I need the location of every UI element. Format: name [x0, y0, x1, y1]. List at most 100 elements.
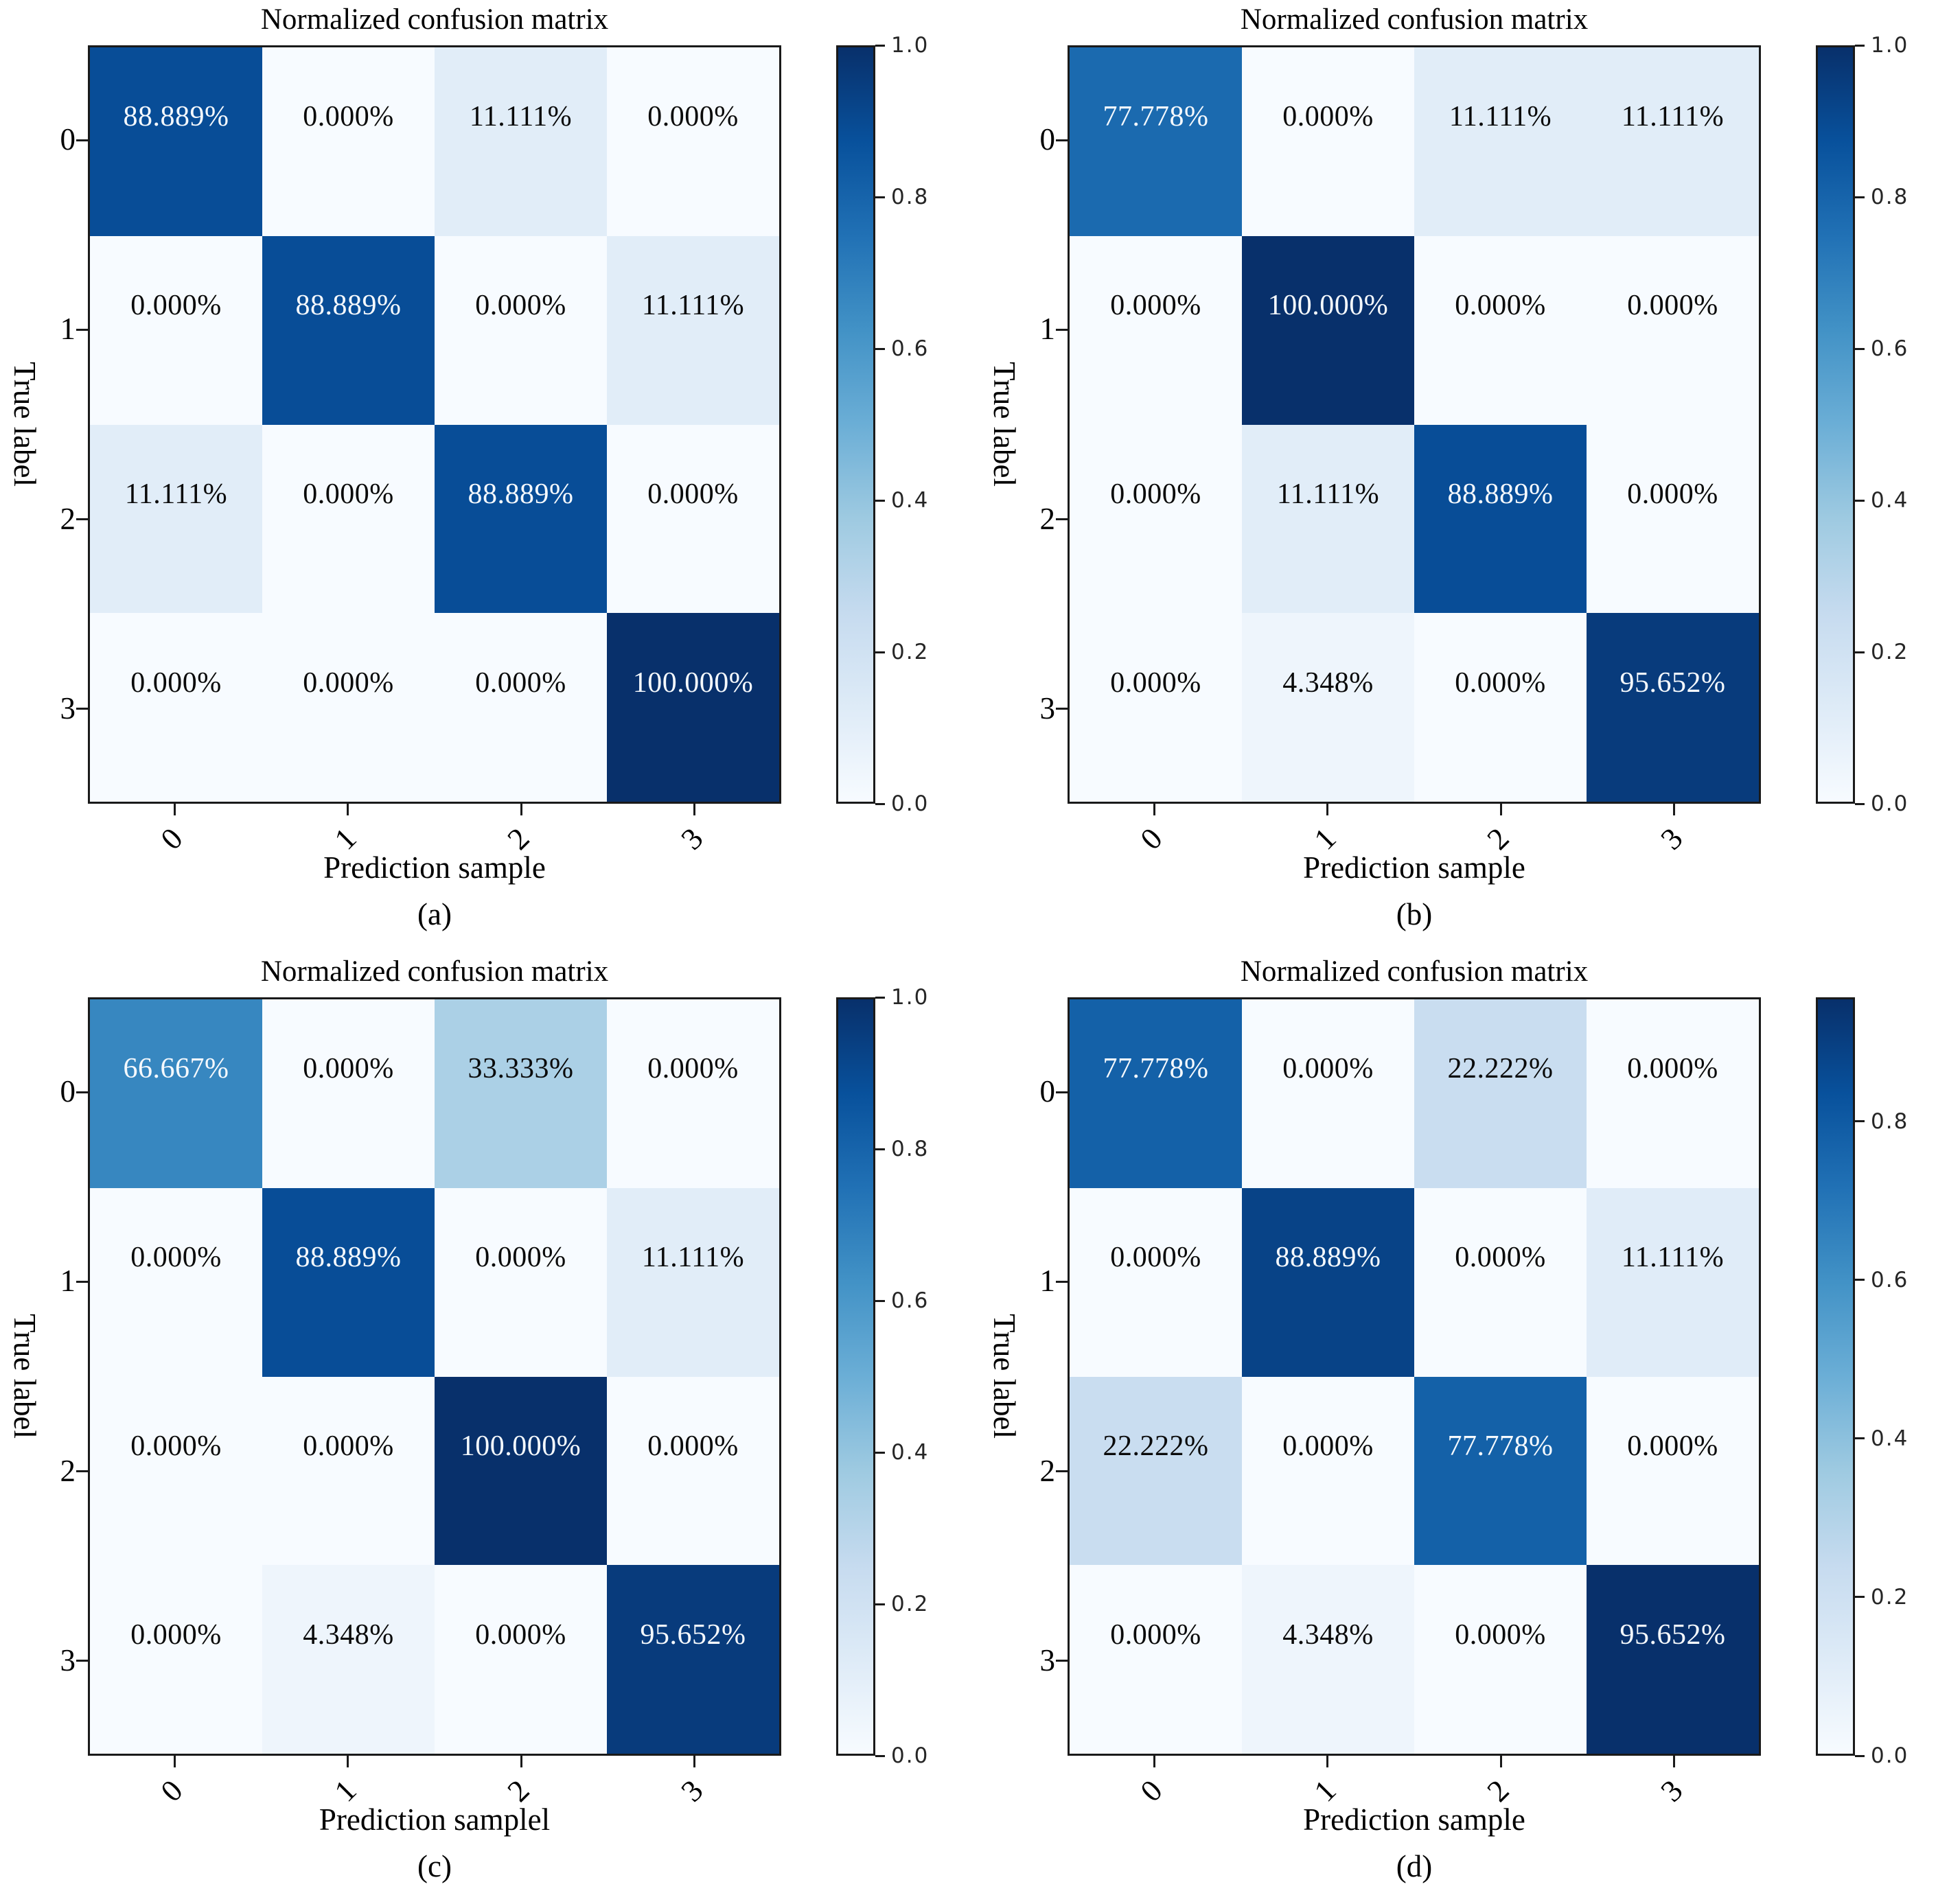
cell-value: 88.889%	[1447, 478, 1554, 510]
matrix-cell: 100.000%	[435, 1376, 607, 1566]
colorbar-tick-mark	[875, 1754, 885, 1757]
heatmap-cells: 88.889% 0.000% 11.111% 0.000% 0.000% 88.889% 0…	[90, 47, 779, 802]
colorbar-tick-label: 1.0	[891, 985, 930, 1010]
cell-value: 0.000%	[1455, 290, 1546, 322]
confusion-matrix-panel-b: Normalized confusion matrix True label 7…	[980, 0, 1960, 952]
matrix-cell: 77.778%	[1070, 47, 1242, 236]
cell-value: 0.000%	[1627, 1430, 1718, 1462]
cell-value: 0.000%	[1455, 666, 1546, 699]
y-tick-label: 3	[60, 1642, 76, 1677]
x-tick-mark	[520, 804, 522, 815]
cell-value: 0.000%	[1110, 1242, 1201, 1274]
cell-value: 88.889%	[468, 478, 574, 510]
cell-value: 11.111%	[641, 290, 745, 322]
matrix-cell: 77.778%	[1414, 1376, 1587, 1566]
cell-value: 0.000%	[1282, 1430, 1374, 1462]
colorbar-tick-label: 0.8	[891, 185, 930, 209]
colorbar-tick-label: 0.2	[1871, 640, 1909, 664]
matrix-cell: 0.000%	[90, 613, 262, 802]
x-tick-mark	[1153, 1756, 1155, 1767]
matrix-cell: 0.000%	[262, 1376, 435, 1566]
colorbar-tick-mark	[1855, 44, 1865, 47]
x-axis-label: Prediction sample	[323, 850, 546, 885]
cell-value: 0.000%	[303, 1053, 394, 1085]
matrix-cell: 0.000%	[1242, 1376, 1414, 1566]
cell-value: 0.000%	[1110, 290, 1201, 322]
matrix-cell: 0.000%	[1070, 424, 1242, 614]
cell-value: 0.000%	[647, 101, 739, 133]
y-tick-label: 2	[1039, 501, 1056, 536]
cell-value: 11.111%	[641, 1242, 745, 1274]
y-tick-label: 3	[60, 690, 76, 725]
cell-value: 0.000%	[303, 666, 394, 699]
cell-value: 4.348%	[1282, 1618, 1374, 1651]
y-tick-mark	[1056, 139, 1068, 141]
matrix-cell: 0.000%	[1070, 1187, 1242, 1377]
matrix-cell: 95.652%	[1587, 1565, 1759, 1754]
colorbar-tick-mark	[1855, 499, 1865, 502]
x-tick-mark	[347, 804, 349, 815]
colorbar-tick-mark	[875, 1451, 885, 1454]
matrix-cell: 0.000%	[90, 235, 262, 425]
x-tick-mark	[1326, 804, 1329, 815]
matrix-cell: 77.778%	[1070, 999, 1242, 1188]
colorbar-tick-label: 0.0	[1871, 791, 1909, 816]
y-tick-label: 3	[1039, 690, 1056, 725]
y-tick-mark	[1056, 1091, 1068, 1093]
matrix-cell: 4.348%	[1242, 613, 1414, 802]
cell-value: 11.111%	[1621, 1242, 1725, 1274]
y-tick-label: 1	[1039, 1264, 1056, 1299]
y-tick-label: 0	[60, 122, 76, 157]
colorbar	[836, 45, 875, 804]
cell-value: 0.000%	[1110, 666, 1201, 699]
colorbar-tick-label: 0.0	[891, 791, 930, 816]
cell-value: 11.111%	[124, 478, 228, 510]
y-tick-mark	[76, 518, 88, 521]
heatmap-cells: 66.667% 0.000% 33.333% 0.000% 0.000% 88.889% 0…	[90, 999, 779, 1754]
colorbar-tick-mark	[1855, 1754, 1865, 1757]
matrix-cell: 0.000%	[435, 1187, 607, 1377]
cell-value: 22.222%	[1447, 1053, 1554, 1085]
matrix-cell: 0.000%	[607, 1376, 779, 1566]
y-tick-mark	[1056, 1280, 1068, 1283]
colorbar	[836, 997, 875, 1756]
cell-value: 0.000%	[475, 290, 566, 322]
y-tick-mark	[76, 328, 88, 331]
y-tick-mark	[76, 1280, 88, 1283]
cell-value: 0.000%	[130, 290, 222, 322]
y-axis-label: True label	[987, 361, 1022, 487]
y-tick-mark	[76, 1660, 88, 1662]
colorbar-tick-mark	[1855, 651, 1865, 653]
y-tick-label: 0	[1039, 1074, 1056, 1109]
cell-value: 88.889%	[295, 1242, 402, 1274]
colorbar-tick-label: 0.6	[1871, 336, 1909, 361]
cell-value: 77.778%	[1103, 1053, 1209, 1085]
matrix-cell: 0.000%	[262, 613, 435, 802]
matrix-cell: 0.000%	[435, 235, 607, 425]
panel-caption: (d)	[1396, 1849, 1433, 1883]
cell-value: 11.111%	[1621, 101, 1725, 133]
y-axis-label: True label	[987, 1313, 1022, 1439]
colorbar-tick-label: 0.8	[891, 1137, 930, 1161]
matrix-cell: 11.111%	[1587, 47, 1759, 236]
colorbar-tick-label: 0.2	[891, 1592, 930, 1616]
cell-value: 4.348%	[303, 1618, 394, 1651]
colorbar-tick-mark	[875, 1299, 885, 1302]
matrix-cell: 0.000%	[607, 424, 779, 614]
matrix-cell: 0.000%	[435, 613, 607, 802]
cell-value: 0.000%	[475, 666, 566, 699]
cell-value: 0.000%	[130, 1618, 222, 1651]
cell-value: 4.348%	[1282, 666, 1374, 699]
cell-value: 0.000%	[130, 1430, 222, 1462]
y-tick-label: 2	[1039, 1453, 1056, 1488]
cell-value: 0.000%	[130, 666, 222, 699]
y-tick-label: 0	[1039, 122, 1056, 157]
matrix-cell: 0.000%	[607, 47, 779, 236]
cell-value: 0.000%	[1455, 1242, 1546, 1274]
y-tick-label: 0	[60, 1074, 76, 1109]
colorbar-tick-mark	[1855, 196, 1865, 198]
y-tick-label: 3	[1039, 1642, 1056, 1677]
y-tick-mark	[76, 139, 88, 141]
matrix-cell: 22.222%	[1070, 1376, 1242, 1566]
